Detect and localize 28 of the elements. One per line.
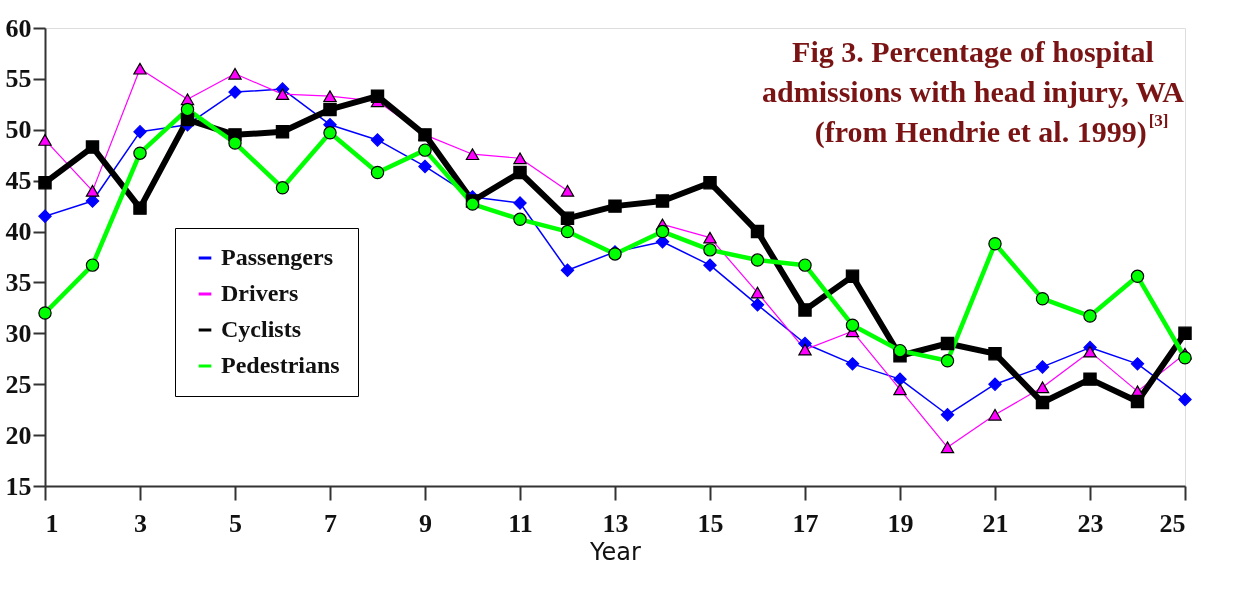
- x-tick-label: 11: [508, 508, 533, 538]
- x-tick-label: 21: [982, 508, 1009, 538]
- y-tick-label: 45: [5, 166, 32, 196]
- x-tick-label: 1: [45, 508, 59, 538]
- x-tick-label: 15: [697, 508, 724, 538]
- legend-label: Cyclists: [221, 316, 301, 342]
- x-tick-label: 25: [1159, 508, 1186, 538]
- x-tick-label: 3: [134, 508, 147, 538]
- legend-label: Passengers: [221, 244, 333, 270]
- y-tick-label: 20: [5, 420, 32, 450]
- y-tick-label: 40: [5, 217, 32, 247]
- x-tick-label: 19: [887, 508, 914, 538]
- x-tick-label: 23: [1077, 508, 1104, 538]
- x-tick-label: 13: [602, 508, 629, 538]
- legend-label: Pedestrians: [221, 352, 340, 378]
- y-tick-label: 55: [5, 64, 32, 94]
- legend-label: Drivers: [221, 280, 299, 306]
- y-tick-label: 60: [5, 13, 32, 43]
- x-axis-title: Year: [589, 537, 642, 566]
- y-tick-label: 30: [5, 318, 32, 348]
- y-tick-label: 25: [5, 369, 32, 399]
- x-tick-label: 9: [419, 508, 432, 538]
- x-tick-label: 17: [792, 508, 819, 538]
- x-tick-label: 7: [324, 508, 337, 538]
- y-tick-label: 15: [5, 471, 32, 501]
- y-tick-label: 50: [5, 115, 32, 145]
- y-tick-label: 35: [5, 267, 32, 297]
- x-tick-label: 5: [229, 508, 242, 538]
